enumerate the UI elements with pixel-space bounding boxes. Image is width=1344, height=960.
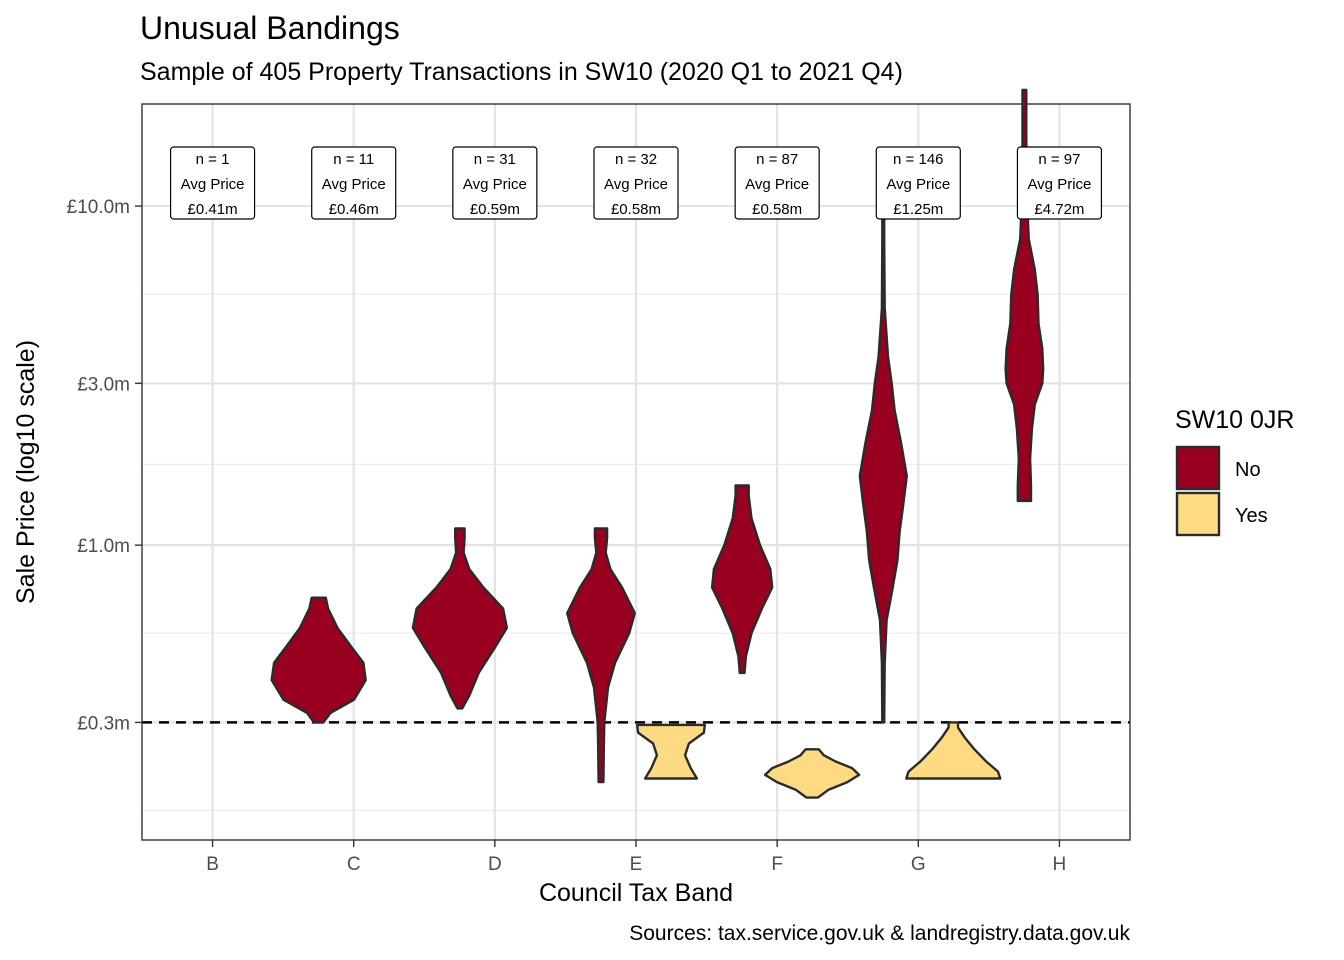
chart-subtitle: Sample of 405 Property Transactions in S… [140, 58, 903, 86]
annotation-d: n = 31 Avg Price £0.59m [452, 146, 538, 220]
annotation-line: n = 1 [196, 151, 230, 168]
y-tick-label: £1.0m [77, 536, 130, 557]
x-tick-label: F [771, 854, 783, 875]
x-axis-title: Council Tax Band [539, 879, 733, 907]
violin-no-e [566, 527, 636, 784]
annotation-line: n = 87 [756, 151, 798, 168]
legend-swatch-no [1175, 445, 1221, 491]
annotation-line: £4.72m [1034, 201, 1084, 218]
legend-label-no: No [1235, 459, 1261, 481]
annotation-line: n = 97 [1038, 151, 1080, 168]
annotation-box [875, 146, 961, 220]
annotation-line: n = 31 [474, 151, 516, 168]
y-tick-label: £0.3m [77, 713, 130, 734]
x-tick-label: G [911, 854, 926, 875]
annotation-g: n = 146 Avg Price £1.25m [875, 146, 961, 220]
annotation-line: n = 11 [333, 151, 374, 168]
annotation-line: £0.58m [611, 201, 661, 218]
violin-yes-e [636, 723, 706, 780]
annotation-e: n = 32 Avg Price £0.58m [593, 146, 679, 220]
x-tick-label: E [630, 854, 643, 875]
annotation-f: n = 87 Avg Price £0.58m [734, 146, 820, 220]
annotation-line: Avg Price [1027, 176, 1091, 193]
x-tick-label: B [206, 854, 219, 875]
annotation-line: Avg Price [322, 176, 386, 193]
legend-swatch-yes [1175, 491, 1221, 537]
x-tick-label: C [347, 854, 361, 875]
annotation-box [1016, 146, 1103, 220]
annotation-line: £0.58m [752, 201, 802, 218]
annotation-box [169, 146, 256, 220]
annotation-b: n = 1 Avg Price £0.41m [169, 146, 256, 220]
annotation-box [311, 146, 397, 220]
y-tick-label: £3.0m [77, 374, 130, 395]
annotation-line: £0.41m [188, 201, 238, 218]
violin-yes-g [905, 721, 1002, 780]
x-tick-label: D [488, 854, 502, 875]
y-axis-title: Sale Price (log10 scale) [12, 340, 40, 604]
violin-no-c [270, 596, 367, 724]
annotation-line: Avg Price [604, 176, 668, 193]
annotation-line: £0.59m [470, 201, 520, 218]
violin-no-d [411, 527, 509, 710]
legend-title: SW10 0JR [1175, 406, 1294, 434]
annotation-box [734, 146, 820, 220]
violin-no-f [710, 484, 774, 675]
annotation-line: n = 32 [615, 151, 657, 168]
annotation-line: Avg Price [181, 176, 245, 193]
annotation-c: n = 11 Avg Price £0.46m [311, 146, 397, 220]
annotation-line: Avg Price [463, 176, 527, 193]
annotation-line: £1.25m [893, 201, 943, 218]
chart-title: Unusual Bandings [140, 10, 400, 46]
annotation-h: n = 97 Avg Price £4.72m [1016, 146, 1103, 220]
annotation-line: n = 146 [893, 151, 943, 168]
chart-caption: Sources: tax.service.gov.uk & landregist… [629, 922, 1130, 945]
annotation-box [593, 146, 679, 220]
annotation-line: £0.46m [329, 201, 379, 218]
legend-label-yes: Yes [1235, 505, 1268, 527]
violin-yes-f [763, 748, 861, 799]
annotation-line: Avg Price [745, 176, 809, 193]
y-tick-label: £10.0m [67, 197, 130, 218]
violin-no-h [1004, 88, 1045, 503]
annotation-box [452, 146, 538, 220]
annotation-line: Avg Price [886, 176, 950, 193]
x-tick-label: H [1053, 854, 1067, 875]
